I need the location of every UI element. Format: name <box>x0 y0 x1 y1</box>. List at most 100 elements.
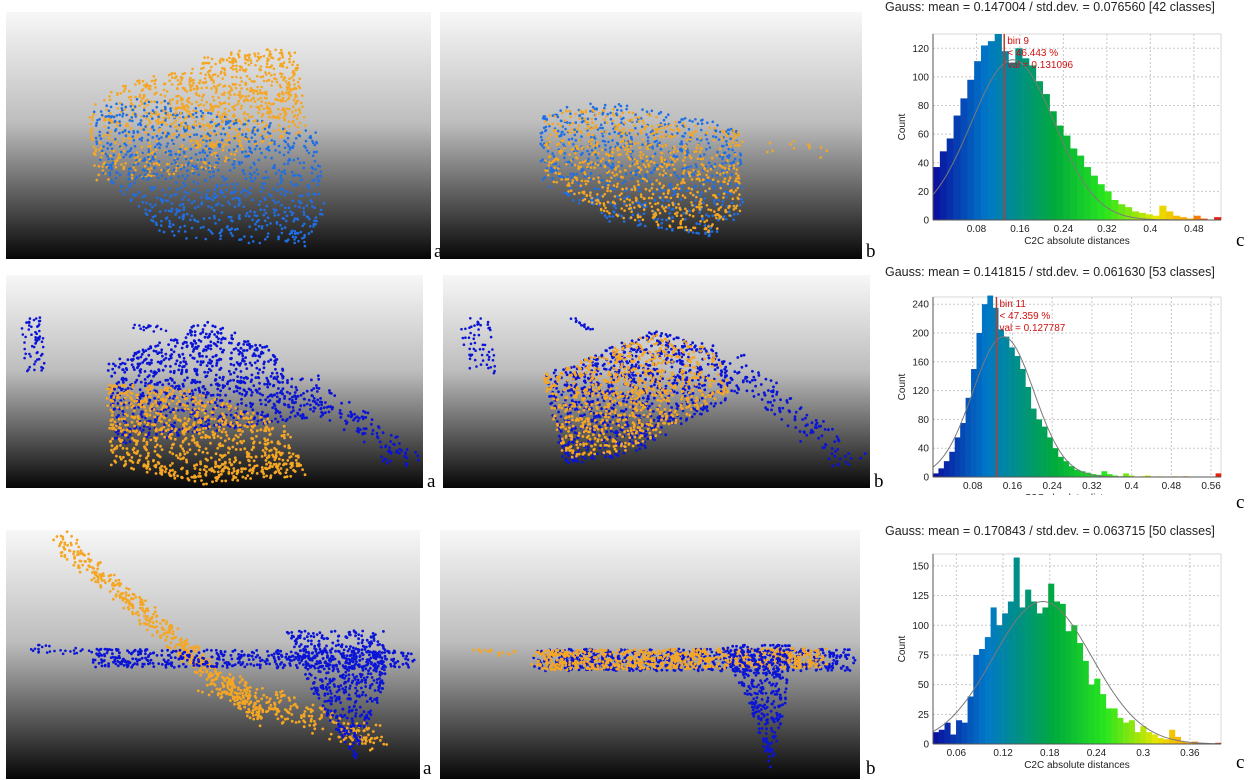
histogram-bar <box>1019 607 1025 744</box>
point-cluster <box>21 316 46 372</box>
histogram-bar <box>1166 211 1173 220</box>
pointcloud-plot <box>443 275 870 488</box>
histogram-bar <box>954 116 961 220</box>
y-tick-label: 75 <box>918 650 930 661</box>
histogram-bar <box>1015 48 1022 220</box>
histogram-bar <box>1071 625 1077 744</box>
panel-label-a: a <box>423 758 431 780</box>
histogram-bar <box>974 61 981 220</box>
y-tick-label: 20 <box>918 187 930 198</box>
histogram-bar <box>940 151 947 220</box>
y-tick-label: 80 <box>918 415 930 426</box>
histogram-bar <box>1008 63 1015 220</box>
pointcloud-panel-r3-a <box>6 530 420 779</box>
panel-label-c: c <box>1236 492 1244 514</box>
y-tick-label: 60 <box>918 130 930 141</box>
x-axis-label: C2C absolute distances <box>1024 236 1130 247</box>
histogram-bar <box>955 437 961 477</box>
histogram-bar <box>1014 558 1020 744</box>
histogram-bar <box>973 655 979 744</box>
histogram-bar <box>1054 602 1060 745</box>
point-cluster <box>132 324 167 333</box>
histogram-bar <box>939 730 945 744</box>
histogram-bar <box>1118 204 1125 220</box>
x-tick-label: 0.16 <box>1003 481 1023 492</box>
x-tick-label: 0.4 <box>1143 224 1157 235</box>
histogram-bar <box>1112 708 1118 744</box>
histogram-bar <box>933 732 939 744</box>
histogram-bar <box>962 723 968 744</box>
histogram-bar <box>1084 167 1091 220</box>
histogram-bar <box>981 45 988 220</box>
histogram-bar <box>991 607 997 744</box>
histogram-bar <box>1060 604 1066 744</box>
histogram-bar <box>1025 590 1031 744</box>
histogram-bar <box>960 98 967 220</box>
histogram-bar <box>1125 207 1132 220</box>
point-cluster <box>472 648 517 657</box>
pointcloud-plot <box>440 530 860 779</box>
x-tick-label: 0.16 <box>1010 224 1030 235</box>
histogram-bar <box>967 80 974 220</box>
pointcloud-plot <box>6 530 420 779</box>
histogram-bar <box>987 296 993 477</box>
histogram-bar <box>988 41 995 220</box>
histogram-bar <box>1004 337 1010 477</box>
histogram-bar <box>933 473 939 477</box>
x-axis-label: C2C absolute distances <box>1024 493 1130 495</box>
y-tick-label: 80 <box>918 101 930 112</box>
histogram-bar <box>947 138 954 220</box>
pointcloud-panel-r3-b <box>440 530 860 779</box>
point-cluster <box>106 384 307 486</box>
histogram-bar <box>1002 51 1009 220</box>
marker-label: < 46.443 % <box>1007 48 1058 59</box>
histogram-bar <box>1106 708 1112 744</box>
y-tick-label: 200 <box>912 329 929 340</box>
histogram-bar <box>960 423 966 477</box>
histogram-bar <box>1008 602 1014 745</box>
panel-label-c: c <box>1236 230 1244 252</box>
histogram-bar <box>1140 726 1146 744</box>
histogram-bar <box>1216 473 1222 477</box>
histogram-bar <box>1020 369 1026 477</box>
marker-label: bin 11 <box>999 299 1026 310</box>
point-cluster <box>93 98 325 247</box>
histogram-bar <box>993 308 999 477</box>
histogram-bar <box>982 304 988 477</box>
histogram-bar <box>1135 732 1141 744</box>
panel-label-b: b <box>874 471 884 493</box>
histogram-bar <box>1094 679 1100 744</box>
histogram-bar <box>1037 613 1043 744</box>
histogram-bar <box>1098 184 1105 220</box>
histogram-bar <box>950 735 956 745</box>
y-tick-label: 40 <box>918 158 930 169</box>
histogram-bar <box>1047 437 1053 477</box>
pointcloud-plot <box>440 12 862 259</box>
x-tick-label: 0.48 <box>1184 224 1204 235</box>
histogram-bar <box>1169 730 1175 744</box>
histogram-bar <box>1063 461 1069 477</box>
y-tick-label: 160 <box>912 357 929 368</box>
x-tick-label: 0.24 <box>1087 748 1107 759</box>
x-tick-label: 0.3 <box>1136 748 1150 759</box>
y-tick-label: 100 <box>912 72 929 83</box>
y-tick-label: 0 <box>923 473 929 484</box>
histogram-bar <box>1083 661 1089 744</box>
histogram-bar <box>1031 409 1037 477</box>
histogram-bar <box>998 329 1004 477</box>
histogram-bar <box>1104 191 1111 220</box>
histogram-bar <box>1117 718 1123 744</box>
x-tick-label: 0.48 <box>1162 481 1182 492</box>
marker-label: val = 0.131096 <box>1007 60 1073 71</box>
x-axis-label: C2C absolute distances <box>1024 760 1130 771</box>
histogram-bar <box>1058 457 1064 477</box>
histogram-bar <box>1111 200 1118 220</box>
y-tick-label: 150 <box>912 561 929 572</box>
histogram-bar <box>1048 584 1054 744</box>
y-tick-label: 25 <box>918 710 930 721</box>
histogram-bar <box>1022 58 1029 220</box>
y-tick-label: 50 <box>918 680 930 691</box>
histogram-bar <box>1100 694 1106 744</box>
